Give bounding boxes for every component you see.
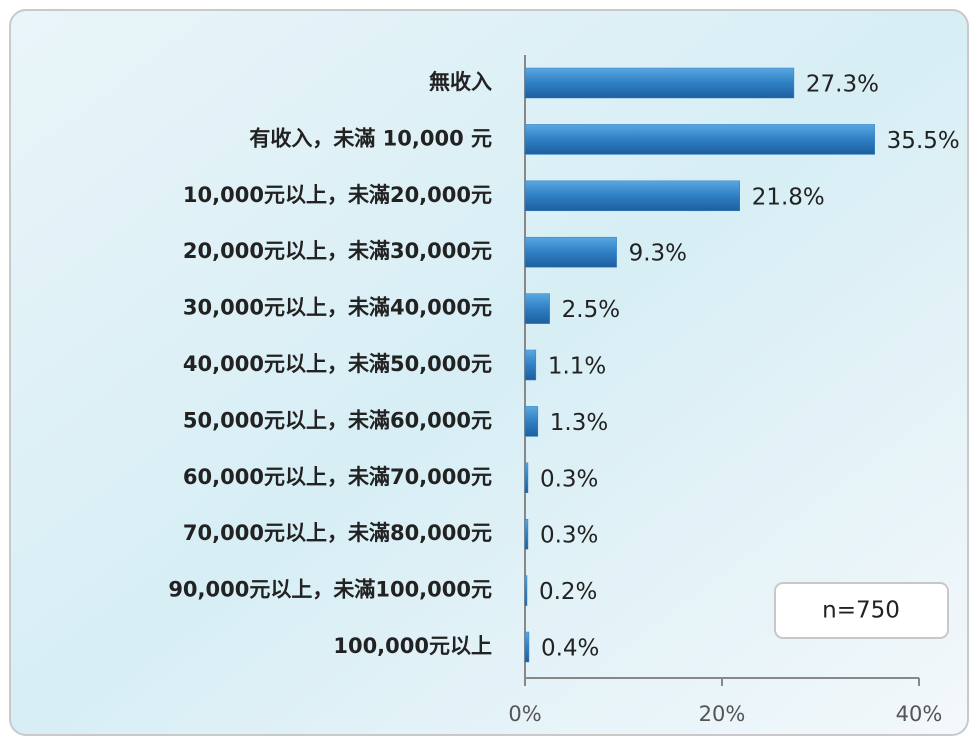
y-tick-label: 40,000元以上，未滿50,000元 [183,352,492,376]
x-tick-label: 0% [508,702,541,726]
bar [524,631,530,663]
bar [524,349,537,381]
value-label: 27.3% [806,72,879,98]
y-tick-label: 有收入，未滿 10,000 元 [249,126,492,150]
y-tick-label: 30,000元以上，未滿40,000元 [183,296,492,320]
y-tick-label: 50,000元以上，未滿60,000元 [183,408,492,432]
bar [524,518,529,550]
value-label: 1.3% [550,410,608,436]
bar [524,236,617,268]
bar [524,406,539,437]
y-tick-label: 70,000元以上，未滿80,000元 [183,521,492,545]
bar [524,124,875,155]
bar [524,67,795,99]
x-tick-label: 40% [896,702,943,726]
value-label: 0.3% [540,523,598,549]
bar [524,575,528,606]
value-label: 0.2% [539,579,597,605]
value-label: 0.3% [540,466,598,492]
y-tick-label: 無收入 [429,70,492,94]
value-label: 9.3% [629,241,687,267]
y-tick-label: 20,000元以上，未滿30,000元 [183,239,492,263]
value-label: 0.4% [541,636,599,662]
bar [524,462,529,494]
annotation-box [774,582,949,639]
y-tick-label: 90,000元以上，未滿100,000元 [168,578,492,602]
bar [524,293,550,324]
y-tick-label: 100,000元以上 [333,634,492,658]
value-label: 1.1% [548,354,606,380]
y-tick-label: 60,000元以上，未滿70,000元 [183,465,492,489]
value-label: 2.5% [562,297,620,323]
bar [524,180,740,212]
value-label: 21.8% [752,184,825,210]
x-tick-label: 20% [699,702,746,726]
value-label: 35.5% [887,128,960,154]
annotation: n=750 [822,598,900,624]
y-tick-label: 10,000元以上，未滿20,000元 [183,183,492,207]
